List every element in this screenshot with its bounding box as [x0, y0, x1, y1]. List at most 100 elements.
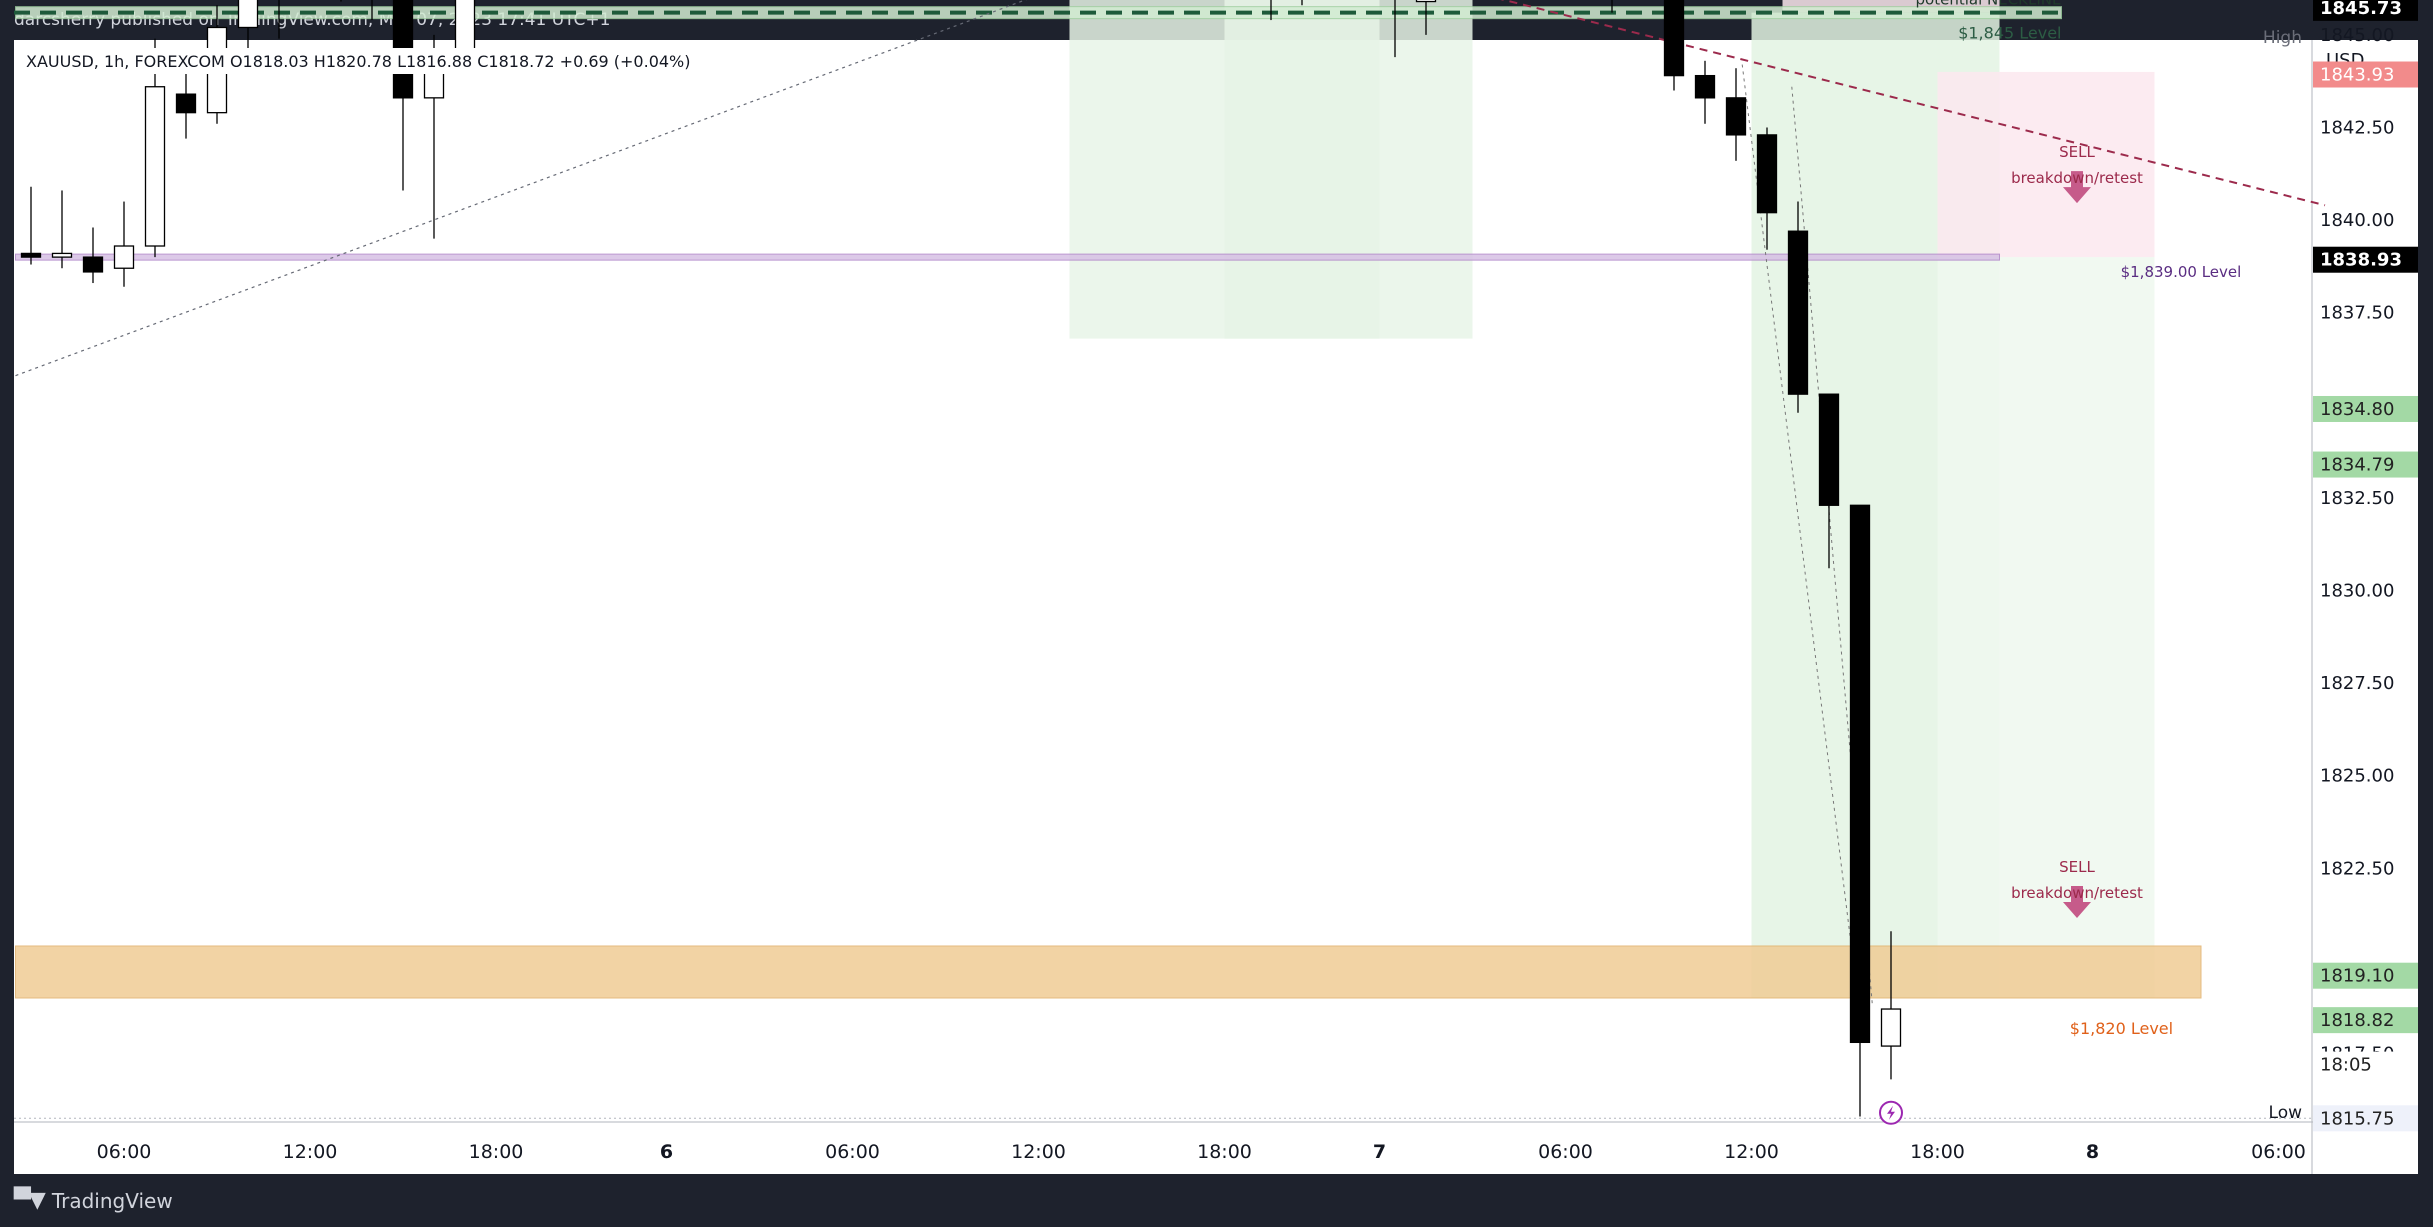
candle-4[interactable] [144, 38, 166, 258]
y-tick-6: 1837.50 [2320, 303, 2394, 324]
level-zone-5[interactable] [15, 253, 2000, 261]
neckline-label: potential NECKLINE [1916, 0, 2062, 9]
x-tick-4: 06:00 [825, 1141, 880, 1163]
price-badge-bg-5 [2313, 61, 2418, 88]
x-tick-0: 06:00 [97, 1141, 152, 1163]
level-zone-6[interactable] [15, 945, 2202, 999]
candle-11[interactable] [363, 0, 382, 21]
y-tick-5: 1840.00 [2320, 210, 2394, 231]
x-tick-2: 18:00 [469, 1141, 524, 1163]
candle-body-54 [1694, 74, 1716, 99]
candle-0[interactable] [20, 186, 42, 265]
symbol-legend: XAUUSD, 1h, FOREXCOM O1818.03 H1820.78 L… [26, 52, 691, 71]
candle-3[interactable] [113, 201, 135, 287]
candle-1[interactable] [51, 190, 73, 269]
candle-body-4 [144, 86, 166, 247]
y-tick-8: 1830.00 [2320, 580, 2394, 601]
candle-body-57 [1787, 230, 1809, 395]
time-axis[interactable] [14, 1122, 2418, 1174]
lightning-glyph [1887, 1105, 1895, 1120]
candle-body-59 [1849, 504, 1871, 1044]
price-badge-bg-7 [2313, 395, 2418, 422]
candle-44[interactable] [1386, 0, 1405, 58]
candle-2[interactable] [82, 227, 104, 284]
price-badge-10: 1818.82 [2320, 1010, 2394, 1031]
trade-box-long-2 [1224, 0, 1380, 339]
candle-body-55 [1725, 97, 1747, 136]
y-tick-7: 1832.50 [2320, 488, 2394, 509]
price-badge-bg-11 [2313, 1051, 2418, 1078]
sell-arrow-icon-6 [2063, 171, 2091, 204]
x-tick-7: 7 [1373, 1141, 1386, 1163]
plot-layer: $1,857 Level$1,854 Level$1,850 Level$1,8… [14, 0, 2326, 1125]
price-badge-4: 1845.73 [2320, 0, 2402, 19]
candle-body-2 [82, 256, 104, 273]
annotation-9: breakdown/retest [2011, 884, 2143, 902]
candle-body-7 [237, 0, 259, 29]
x-tick-9: 12:00 [1724, 1141, 1779, 1163]
price-badge-8: 1834.79 [2320, 455, 2394, 476]
price-badge-6: 1838.93 [2320, 250, 2402, 271]
level-label-6: $1,820 Level [2070, 1019, 2173, 1038]
x-tick-5: 12:00 [1011, 1141, 1066, 1163]
trade-box-risk-3 [1937, 71, 2155, 258]
candle-body-53 [1663, 0, 1685, 77]
candle-40[interactable] [1262, 0, 1281, 21]
candle-57[interactable] [1787, 201, 1809, 413]
candle-10[interactable] [332, 0, 351, 2]
footer-bar: ▀▼ TradingView [0, 1174, 2433, 1227]
price-axis[interactable] [2312, 40, 2418, 1122]
price-badge-bg-10 [2313, 1007, 2418, 1034]
low-label: Low [2269, 1103, 2303, 1123]
candle-55[interactable] [1725, 68, 1747, 161]
price-badge-bg-9 [2313, 962, 2418, 989]
candle-body-0 [20, 252, 42, 258]
legend-bg [20, 48, 680, 74]
annotation-7: breakdown/retest [2011, 169, 2143, 187]
tradingview-logo[interactable]: ▀▼ TradingView [14, 1188, 173, 1213]
level-label-4: $1,845 Level [1958, 24, 2061, 43]
x-tick-8: 06:00 [1538, 1141, 1593, 1163]
level-label-5: $1,839.00 Level [2121, 263, 2242, 281]
x-tick-10: 18:00 [1910, 1141, 1965, 1163]
projection-line-1 [1741, 64, 1861, 1017]
x-tick-6: 18:00 [1197, 1141, 1252, 1163]
y-tick-11: 1822.50 [2320, 858, 2394, 879]
y-tick-4: 1842.50 [2320, 117, 2394, 138]
price-badge-7: 1834.80 [2320, 399, 2394, 420]
x-tick-12: 06:00 [2251, 1141, 2306, 1163]
x-tick-1: 12:00 [283, 1141, 338, 1163]
candle-53[interactable] [1663, 0, 1685, 91]
price-badge-5: 1843.93 [2320, 65, 2394, 86]
candle-45[interactable] [1415, 0, 1437, 35]
sell-arrow-icon-8 [2063, 885, 2091, 918]
y-tick-10: 1825.00 [2320, 766, 2394, 787]
candle-5[interactable] [175, 64, 197, 139]
candle-7[interactable] [237, 0, 259, 50]
price-badge-bg-4 [2313, 0, 2418, 21]
y-tick-9: 1827.50 [2320, 673, 2394, 694]
tradingview-logo-icon: ▀▼ [14, 1188, 46, 1213]
candle-56[interactable] [1756, 127, 1778, 250]
candle-body-5 [175, 93, 197, 114]
candle-54[interactable] [1694, 60, 1716, 124]
price-badge-12: 1815.75 [2320, 1108, 2394, 1129]
candle-60[interactable] [1880, 931, 1902, 1080]
candle-body-1 [51, 252, 73, 258]
price-badge-9: 1819.10 [2320, 966, 2394, 987]
x-tick-11: 8 [2086, 1141, 2099, 1163]
trade-box-short-2 [1937, 257, 2155, 998]
candle-body-45 [1415, 0, 1437, 3]
price-badge-11: 18:05 [2320, 1055, 2372, 1076]
candle-58[interactable] [1818, 393, 1840, 569]
candle-body-58 [1818, 393, 1840, 506]
x-tick-3: 6 [660, 1141, 673, 1163]
candle-body-56 [1756, 134, 1778, 214]
price-badge-bg-12 [2313, 1105, 2418, 1132]
candle-59[interactable] [1849, 504, 1871, 1117]
candle-8[interactable] [270, 0, 289, 39]
candle-body-60 [1880, 1008, 1902, 1047]
tradingview-logo-text: TradingView [51, 1188, 173, 1213]
annotation-6: SELL [2059, 143, 2095, 161]
